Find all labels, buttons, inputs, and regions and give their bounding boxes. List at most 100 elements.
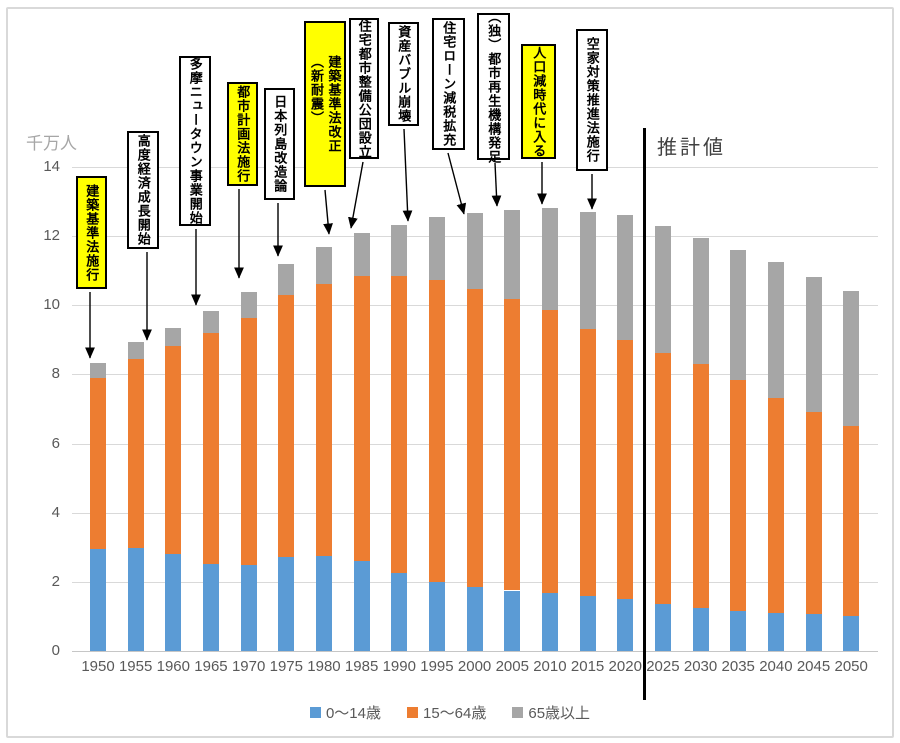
bar-segment-2010-0〜14歳 [541, 592, 558, 651]
x-tick-label-2015: 2015 [570, 658, 605, 675]
bar-segment-1965-0〜14歳 [202, 563, 219, 651]
y-tick-label: 8 [51, 365, 60, 383]
bar-segment-2000-65歳以上 [466, 212, 483, 290]
x-tick-label-2025: 2025 [646, 658, 680, 675]
bar-segment-1980-0〜14歳 [315, 555, 332, 651]
bar-segment-1975-65歳以上 [278, 264, 295, 295]
bar-segment-2050-65歳以上 [843, 290, 860, 426]
bar-segment-1985-15〜64歳 [353, 275, 370, 562]
bar-segment-1950-65歳以上 [90, 363, 106, 378]
legend-label: 0〜14歳 [325, 705, 381, 722]
bar-segment-1955-15〜64歳 [127, 358, 144, 548]
x-tick-label-1990: 1990 [382, 658, 416, 675]
x-tick-label-1950: 1950 [81, 658, 115, 675]
annotation-box: 都市計画法施行 [227, 82, 258, 186]
legend-item: 65歳以上 [512, 702, 590, 723]
bar-segment-1965-65歳以上 [202, 311, 219, 333]
bar-segment-2005-65歳以上 [504, 209, 521, 299]
x-tick-label-1965: 1965 [194, 658, 228, 675]
bar-segment-1980-65歳以上 [315, 246, 332, 284]
x-tick-label-2030: 2030 [683, 658, 718, 675]
bar-segment-2005-0〜14歳 [504, 590, 521, 651]
bar-segment-2030-0〜14歳 [692, 607, 709, 651]
x-tick-label-1955: 1955 [118, 658, 153, 675]
bar-segment-1975-0〜14歳 [278, 556, 295, 651]
bar-segment-2020-15〜64歳 [617, 339, 634, 600]
bar-segment-1950-15〜64歳 [90, 377, 106, 550]
bar-segment-2015-65歳以上 [579, 211, 596, 329]
x-tick-label-1985: 1985 [344, 658, 379, 675]
bar-segment-2045-65歳以上 [805, 276, 822, 412]
bar-segment-2035-0〜14歳 [730, 611, 747, 651]
gridline-y-0 [72, 651, 878, 652]
bar-segment-1995-15〜64歳 [428, 280, 445, 582]
bar-segment-2045-15〜64歳 [805, 411, 822, 615]
y-tick-label: 6 [51, 434, 60, 452]
bar-segment-2000-0〜14歳 [466, 587, 483, 651]
bar-segment-2005-15〜64歳 [504, 298, 521, 591]
bar-segment-2020-65歳以上 [617, 215, 634, 340]
x-tick-label-2050: 2050 [834, 658, 868, 675]
x-tick-label-2035: 2035 [721, 658, 755, 675]
bar-segment-2010-15〜64歳 [541, 310, 558, 593]
annotation-box: 住宅ローン減税拡充 [432, 18, 465, 150]
legend-item: 0〜14歳 [309, 702, 381, 723]
annotation-box: 空家対策推進法施行 [576, 29, 608, 171]
bar-segment-2015-15〜64歳 [579, 328, 596, 597]
bar-segment-1990-15〜64歳 [391, 276, 408, 574]
bar-segment-2050-15〜64歳 [843, 425, 860, 617]
annotation-box: 多摩ニュータウン事業開始 [179, 56, 211, 226]
bar-segment-2030-65歳以上 [692, 237, 709, 365]
legend-item: 15〜64歳 [406, 702, 486, 723]
y-tick-label: 4 [51, 503, 60, 521]
bar-segment-1990-0〜14歳 [391, 573, 408, 651]
bar-segment-2025-65歳以上 [654, 226, 671, 353]
bar-segment-2040-15〜64歳 [767, 397, 784, 613]
bar-segment-1970-0〜14歳 [240, 565, 257, 651]
annotation-box: （独）都市再生機構発足 [477, 10, 510, 164]
bar-segment-1995-65歳以上 [428, 217, 445, 281]
bar-segment-2020-0〜14歳 [617, 599, 634, 651]
bar-segment-1985-65歳以上 [353, 232, 370, 276]
bar-segment-2025-15〜64歳 [654, 352, 671, 604]
bar-segment-1970-15〜64歳 [240, 317, 257, 566]
x-tick-label-2020: 2020 [608, 658, 642, 675]
bar-segment-1985-0〜14歳 [353, 561, 370, 651]
bar-segment-2010-65歳以上 [541, 208, 558, 311]
legend-swatch [406, 707, 418, 718]
x-tick-label-2005: 2005 [495, 658, 529, 675]
annotation-box: 日本列島改造論 [264, 88, 295, 200]
annotation-box: 人口減時代に入る [521, 44, 556, 159]
bar-segment-2035-65歳以上 [730, 250, 747, 380]
bar-segment-1960-0〜14歳 [165, 553, 182, 651]
bar-segment-2045-0〜14歳 [805, 614, 822, 651]
bar-segment-1960-65歳以上 [165, 327, 182, 347]
bar-segment-1995-0〜14歳 [428, 581, 445, 651]
bar-segment-1955-0〜14歳 [127, 547, 144, 651]
annotation-box: 住宅都市整備公団設立 [349, 18, 379, 159]
bar-segment-2050-0〜14歳 [843, 616, 860, 651]
annotation-box: 資産バブル崩壊 [388, 22, 419, 126]
bar-segment-1960-15〜64歳 [165, 346, 182, 554]
y-tick-label: 2 [51, 572, 60, 590]
legend-swatch [512, 707, 524, 718]
y-tick-label: 0 [51, 642, 60, 659]
bar-segment-2040-0〜14歳 [767, 612, 784, 651]
x-tick-label-2045: 2045 [796, 658, 831, 675]
bar-segment-2015-0〜14歳 [579, 596, 596, 651]
chart-legend: 0〜14歳 15〜64歳 65歳以上 [0, 702, 900, 723]
bar-segment-1980-15〜64歳 [315, 283, 332, 556]
x-tick-label-1975: 1975 [269, 658, 303, 675]
y-tick-label: 12 [43, 227, 60, 245]
bar-segment-2025-0〜14歳 [654, 603, 671, 651]
x-tick-label-2040: 2040 [759, 658, 793, 675]
chart-border-frame [6, 7, 894, 738]
bar-segment-2030-15〜64歳 [692, 364, 709, 608]
bar-segment-2000-15〜64歳 [466, 289, 483, 588]
x-tick-label-1960: 1960 [156, 658, 190, 675]
legend-swatch [309, 707, 321, 718]
bar-segment-1975-15〜64歳 [278, 294, 295, 557]
x-tick-label-1995: 1995 [420, 658, 454, 675]
x-tick-label-1980: 1980 [307, 658, 341, 675]
gridline-y-14 [72, 167, 878, 168]
